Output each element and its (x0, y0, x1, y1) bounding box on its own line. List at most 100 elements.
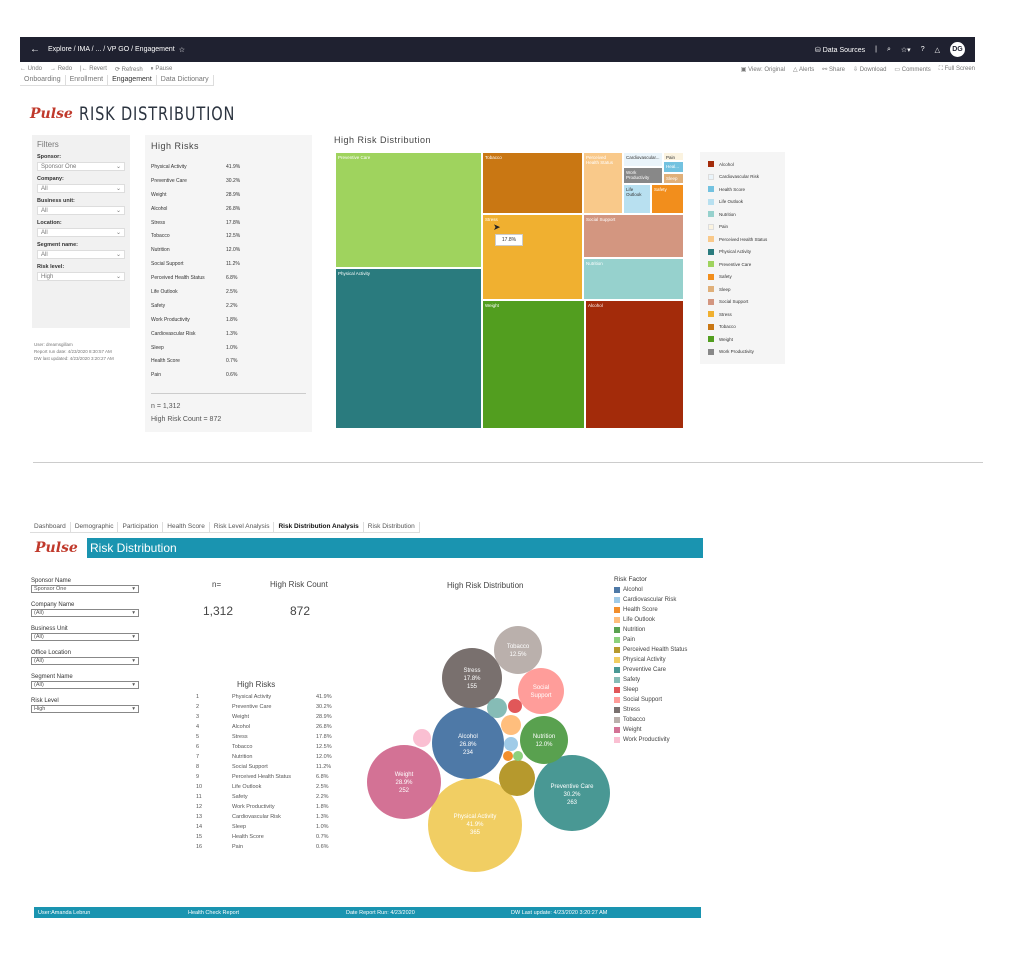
filter2-select-sponsor-name[interactable]: Sponsor One ▾ (31, 585, 139, 593)
download-button[interactable]: ⇩ Download (853, 66, 887, 73)
legend-item-preventive-care[interactable]: Preventive Care (708, 258, 777, 271)
legend2-item-pain[interactable]: Pain (614, 635, 687, 645)
legend-item-life-outlook[interactable]: Life Outlook (708, 196, 777, 209)
treemap-cell-weight[interactable]: Weight (482, 300, 585, 429)
legend2-item-perceived-health-status[interactable]: Perceived Health Status (614, 645, 687, 655)
treemap-cell-physical-activity[interactable]: Physical Activity (335, 268, 482, 429)
legend2-item-preventive-care[interactable]: Preventive Care (614, 665, 687, 675)
bubble-work-productivity[interactable] (413, 729, 431, 747)
treemap-cell-alcohol[interactable]: Alcohol (585, 300, 684, 429)
legend-item-tobacco[interactable]: Tobacco (708, 321, 777, 334)
tab-risk-distribution-analysis[interactable]: Risk Distribution Analysis (274, 522, 364, 532)
filter-select-business-unit[interactable]: All ⌄ (37, 206, 125, 215)
tab-engagement[interactable]: Engagement (108, 75, 157, 85)
bubble-health-score[interactable] (503, 751, 513, 761)
legend2-item-social-support[interactable]: Social Support (614, 695, 687, 705)
bubble-perceived-health[interactable] (499, 760, 535, 796)
treemap-cell-tobacco[interactable]: Tobacco (482, 152, 583, 214)
legend2-item-stress[interactable]: Stress (614, 705, 687, 715)
legend-item-weight[interactable]: Weight (708, 333, 777, 346)
legend-item-social-support[interactable]: Social Support (708, 296, 777, 309)
bubble-life-outlook[interactable] (501, 715, 521, 735)
treemap-cell-work-productivity[interactable]: Work Productivity (623, 167, 663, 184)
tab-enrollment[interactable]: Enrollment (66, 75, 109, 85)
bubble-physical-activity[interactable]: Physical Activity 41.9% 365 (428, 778, 522, 872)
tab-risk-distribution[interactable]: Risk Distribution (364, 522, 420, 532)
fullscreen-button[interactable]: ⛶ Full Screen (938, 65, 975, 72)
breadcrumb[interactable]: Explore / IMA / ... / VP GO / Engagement… (48, 46, 185, 54)
filter2-select-office-location[interactable]: (All) ▾ (31, 657, 139, 665)
legend-item-work-productivity[interactable]: Work Productivity (708, 346, 777, 359)
bubble-chart[interactable]: Physical Activity 41.9% 365 Preventive C… (360, 600, 610, 880)
tab-demographic[interactable]: Demographic (71, 522, 119, 532)
legend-item-sleep[interactable]: Sleep (708, 283, 777, 296)
legend2-item-alcohol[interactable]: Alcohol (614, 585, 687, 595)
treemap-cell-health-score[interactable]: Heal... (663, 161, 684, 173)
treemap-cell-nutrition[interactable]: Nutrition (583, 258, 684, 300)
bubble-pain[interactable] (513, 751, 523, 761)
bubble-social-support[interactable]: Social Support (518, 668, 564, 714)
refresh-button[interactable]: ⟳ Refresh (114, 66, 143, 73)
view-button[interactable]: ▣ View: Original (740, 66, 785, 73)
comments-button[interactable]: ▭ Comments (894, 66, 931, 73)
filter-select-risk-level[interactable]: High ⌄ (37, 272, 125, 281)
treemap-cell-social-support[interactable]: Social Support (583, 214, 684, 258)
filter2-select-risk-level[interactable]: High ▾ (31, 705, 139, 713)
legend2-item-weight[interactable]: Weight (614, 725, 687, 735)
filter-select-company[interactable]: All ⌄ (37, 184, 125, 193)
treemap-cell-preventive-care[interactable]: Preventive Care (335, 152, 482, 268)
search-icon[interactable]: ⌕ (886, 45, 891, 53)
treemap-cell-cardiovascular[interactable]: Cardiovascular... (623, 152, 663, 167)
legend-item-perceived-health-status[interactable]: Perceived Health Status (708, 233, 777, 246)
legend2-item-cardiovascular-risk[interactable]: Cardiovascular Risk (614, 595, 687, 605)
legend2-item-physical-activity[interactable]: Physical Activity (614, 655, 687, 665)
legend-item-safety[interactable]: Safety (708, 271, 777, 284)
undo-button[interactable]: ← Undo (20, 66, 43, 72)
favorites-icon[interactable]: ☆▾ (900, 46, 911, 54)
filter-select-sponsor[interactable]: Sponsor One ⌄ (37, 162, 125, 171)
legend2-item-safety[interactable]: Safety (614, 675, 687, 685)
legend2-item-sleep[interactable]: Sleep (614, 685, 687, 695)
bubble-preventive-care[interactable]: Preventive Care 30.2% 263 (534, 755, 610, 831)
bubble-alcohol[interactable]: Alcohol 26.8% 234 (432, 707, 504, 779)
legend-item-pain[interactable]: Pain (708, 221, 777, 234)
legend-item-health-score[interactable]: Health Score (708, 183, 777, 196)
legend-item-stress[interactable]: Stress (708, 308, 777, 321)
legend2-item-health-score[interactable]: Health Score (614, 605, 687, 615)
filter-select-segment-name[interactable]: All ⌄ (37, 250, 125, 259)
tab-onboarding[interactable]: Onboarding (20, 75, 66, 85)
tab-dashboard[interactable]: Dashboard (30, 522, 71, 532)
alerts-button[interactable]: △ Alerts (793, 66, 815, 73)
risk-treemap[interactable]: Preventive Care Physical Activity Tobacc… (335, 152, 684, 429)
help-icon[interactable]: ? (920, 46, 925, 53)
tab-health-score[interactable]: Health Score (163, 522, 210, 532)
bubble-cardiovascular[interactable] (504, 737, 518, 751)
legend2-item-work-productivity[interactable]: Work Productivity (614, 735, 687, 745)
treemap-cell-stress[interactable]: Stress (482, 214, 583, 300)
pause-button[interactable]: ⏸ Pause (150, 65, 173, 72)
filter2-select-segment-name[interactable]: (All) ▾ (31, 681, 139, 689)
bubble-tobacco[interactable]: Tobacco 12.5% (494, 626, 542, 674)
treemap-cell-life-outlook[interactable]: Life Outlook (623, 184, 651, 214)
back-arrow-icon[interactable]: ← (30, 44, 40, 55)
bubble-weight[interactable]: Weight 28.9% 252 (367, 745, 441, 819)
legend-item-physical-activity[interactable]: Physical Activity (708, 246, 777, 259)
tab-participation[interactable]: Participation (118, 522, 164, 532)
redo-button[interactable]: → Redo (50, 66, 73, 72)
legend-item-nutrition[interactable]: Nutrition (708, 208, 777, 221)
tab-data-dictionary[interactable]: Data Dictionary (157, 75, 214, 85)
legend-item-alcohol[interactable]: Alcohol (708, 158, 777, 171)
treemap-cell-perceived-health[interactable]: Perceived Health Status (583, 152, 623, 214)
tab-risk-level-analysis[interactable]: Risk Level Analysis (210, 522, 275, 532)
data-sources-link[interactable]: ⛁ Data Sources (814, 46, 866, 54)
legend-item-cardiovascular-risk[interactable]: Cardiovascular Risk (708, 171, 777, 184)
filter-select-location[interactable]: All ⌄ (37, 228, 125, 237)
treemap-cell-sleep[interactable]: Sleep (663, 173, 684, 184)
treemap-cell-safety[interactable]: Safety (651, 184, 684, 214)
favorite-star-icon[interactable]: ☆ (178, 46, 185, 54)
legend2-item-life-outlook[interactable]: Life Outlook (614, 615, 687, 625)
legend2-item-nutrition[interactable]: Nutrition (614, 625, 687, 635)
avatar[interactable]: DG (950, 42, 965, 57)
notification-bell-icon[interactable]: △ (934, 46, 940, 54)
treemap-cell-pain[interactable]: Pain (663, 152, 684, 161)
